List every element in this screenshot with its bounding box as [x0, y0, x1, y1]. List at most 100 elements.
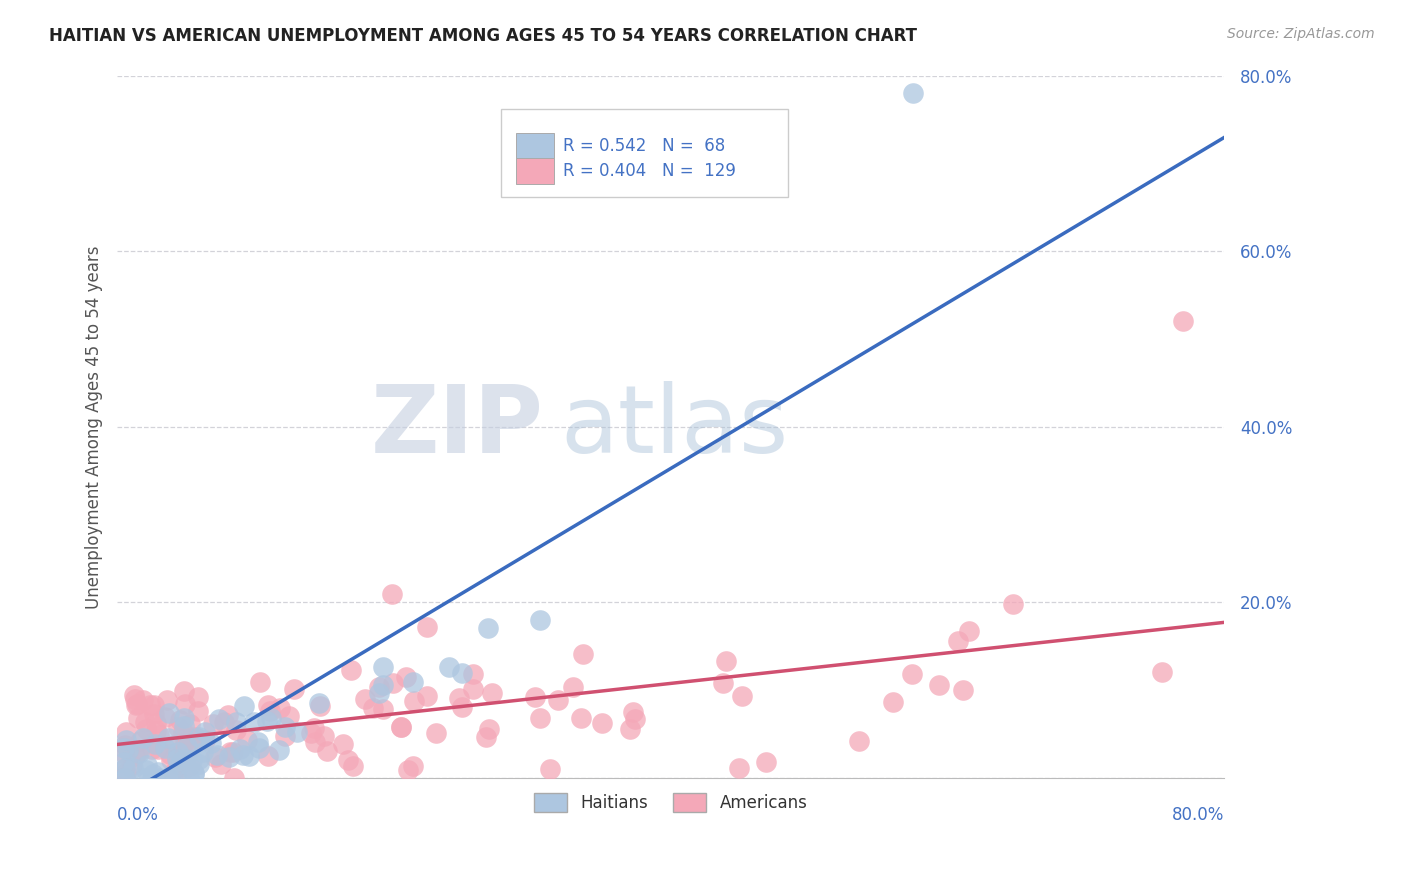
Point: [371, 660, 394, 674]
Point: [217, 707, 239, 722]
Point: [219, 745, 242, 759]
Point: [115, 733, 138, 747]
Point: [389, 720, 412, 734]
Text: 80.0%: 80.0%: [1171, 806, 1225, 824]
Point: [114, 725, 136, 739]
Point: [228, 741, 250, 756]
Point: [269, 743, 291, 757]
Point: [529, 711, 551, 725]
Text: R = 0.542   N =  68: R = 0.542 N = 68: [562, 136, 725, 154]
Text: ZIP: ZIP: [370, 381, 543, 473]
Point: [127, 745, 149, 759]
Point: [315, 744, 337, 758]
Point: [114, 771, 136, 785]
Point: [112, 762, 135, 776]
Point: [222, 771, 245, 785]
Point: [901, 667, 924, 681]
Point: [155, 741, 177, 756]
Point: [112, 771, 135, 785]
Point: [562, 680, 585, 694]
Point: [121, 758, 143, 772]
Point: [167, 745, 190, 759]
Point: [569, 710, 592, 724]
Point: [177, 771, 200, 785]
Point: [183, 767, 205, 781]
Point: [396, 764, 419, 778]
Point: [269, 700, 291, 714]
Point: [523, 690, 546, 704]
Point: [166, 752, 188, 766]
Point: [957, 624, 980, 638]
Point: [416, 620, 439, 634]
Point: [1152, 665, 1174, 680]
Point: [148, 742, 170, 756]
Point: [148, 728, 170, 742]
Point: [129, 733, 152, 747]
Point: [212, 714, 235, 729]
Point: [463, 667, 485, 681]
Point: [141, 771, 163, 785]
Point: [591, 716, 613, 731]
Point: [122, 761, 145, 775]
Point: [361, 701, 384, 715]
Point: [179, 759, 201, 773]
Point: [125, 698, 148, 712]
Point: [176, 739, 198, 754]
Point: [848, 734, 870, 748]
Point: [373, 702, 395, 716]
Point: [243, 715, 266, 730]
Point: [170, 767, 193, 781]
Point: [159, 771, 181, 785]
Point: [481, 686, 503, 700]
Point: [342, 759, 364, 773]
Point: [204, 750, 226, 764]
Point: [174, 752, 197, 766]
Point: [173, 711, 195, 725]
Point: [308, 696, 330, 710]
Point: [205, 748, 228, 763]
Point: [222, 745, 245, 759]
Point: [450, 665, 472, 680]
Point: [180, 754, 202, 768]
Legend: Haitians, Americans: Haitians, Americans: [527, 786, 814, 819]
Point: [173, 684, 195, 698]
Point: [381, 587, 404, 601]
Text: atlas: atlas: [560, 381, 789, 473]
Point: [188, 752, 211, 766]
Point: [623, 712, 645, 726]
Point: [308, 699, 330, 714]
Point: [156, 693, 179, 707]
Point: [547, 693, 569, 707]
Point: [619, 723, 641, 737]
Point: [538, 763, 561, 777]
Point: [208, 712, 231, 726]
Point: [180, 731, 202, 746]
Point: [755, 756, 778, 770]
Point: [173, 734, 195, 748]
Point: [173, 719, 195, 733]
Point: [200, 736, 222, 750]
Point: [163, 739, 186, 753]
Point: [416, 689, 439, 703]
Point: [157, 706, 180, 721]
Point: [135, 763, 157, 777]
Point: [367, 681, 389, 695]
Point: [246, 735, 269, 749]
Point: [340, 663, 363, 677]
Point: [714, 654, 737, 668]
Point: [368, 686, 391, 700]
Point: [353, 692, 375, 706]
Point: [337, 753, 360, 767]
Point: [209, 757, 232, 772]
Point: [188, 756, 211, 771]
Point: [169, 713, 191, 727]
Point: [114, 739, 136, 753]
Point: [139, 698, 162, 713]
Point: [159, 747, 181, 761]
Point: [112, 741, 135, 756]
Point: [461, 681, 484, 696]
Point: [173, 697, 195, 711]
Point: [259, 705, 281, 719]
Point: [882, 695, 904, 709]
Point: [312, 729, 335, 743]
